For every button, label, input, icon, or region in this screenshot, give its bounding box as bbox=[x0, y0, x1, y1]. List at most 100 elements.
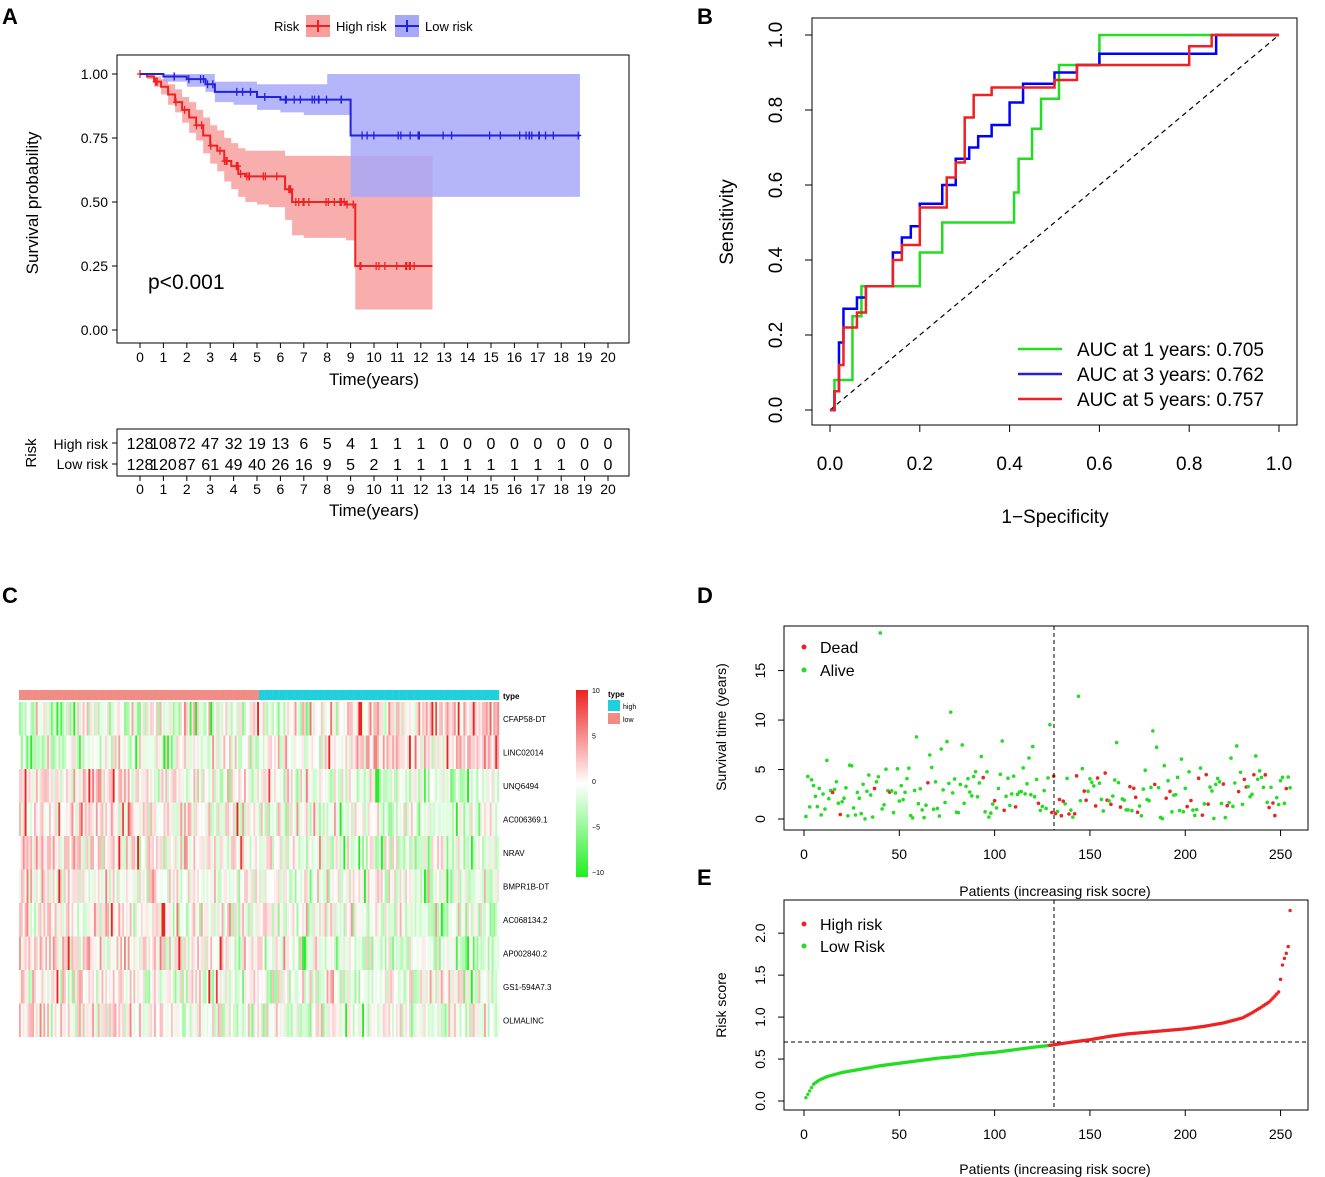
heatmap-cell bbox=[435, 869, 438, 903]
heatmap-cell bbox=[94, 936, 97, 970]
km-ylabel: Survival probability bbox=[23, 131, 42, 274]
heatmap-cell bbox=[56, 802, 59, 836]
heatmap-type-cell bbox=[125, 690, 128, 700]
heatmap-cell bbox=[407, 970, 410, 1004]
heatmap-cell bbox=[309, 869, 312, 903]
heatmap-cell bbox=[414, 836, 417, 870]
heatmap-cell bbox=[127, 936, 130, 970]
heatmap-cell bbox=[407, 769, 410, 803]
heatmap-cell bbox=[120, 769, 123, 803]
alive-point bbox=[1229, 756, 1233, 760]
heatmap-cell bbox=[150, 970, 153, 1004]
heatmap-cell bbox=[71, 903, 74, 937]
alive-point bbox=[1042, 788, 1046, 793]
alive-point bbox=[815, 804, 820, 809]
heatmap-cell bbox=[365, 970, 368, 1004]
heatmap-cell bbox=[309, 836, 312, 870]
heatmap-cell bbox=[225, 836, 228, 870]
heatmap-cell bbox=[319, 735, 322, 769]
heatmap-cell bbox=[369, 1003, 372, 1037]
heatmap-cell bbox=[480, 970, 483, 1004]
heatmap-cell bbox=[221, 936, 224, 970]
heatmap-cell bbox=[133, 702, 136, 736]
dead-point bbox=[1059, 813, 1064, 818]
heatmap-cell bbox=[482, 735, 485, 769]
heatmap-cell bbox=[272, 1003, 275, 1037]
heatmap-cell bbox=[433, 936, 436, 970]
alive-point bbox=[1227, 800, 1231, 805]
heatmap-cell bbox=[289, 802, 292, 836]
dead-point bbox=[1082, 789, 1087, 793]
km-xtick-label: 5 bbox=[253, 349, 261, 365]
alive-point bbox=[1181, 810, 1186, 814]
heatmap-type-cell bbox=[262, 690, 265, 700]
heatmap-cell bbox=[326, 702, 329, 736]
heatmap-cell bbox=[230, 903, 233, 937]
heatmap-cell bbox=[99, 903, 102, 937]
alive-point bbox=[907, 766, 911, 770]
heatmap-cell bbox=[317, 970, 320, 1004]
heatmap-cell bbox=[210, 936, 213, 970]
alive-point bbox=[1032, 794, 1037, 799]
heatmap-cell bbox=[37, 769, 40, 803]
heatmap-cell bbox=[459, 735, 462, 769]
heatmap-cell bbox=[275, 936, 278, 970]
heatmap-cell bbox=[334, 802, 337, 836]
heatmap-cell bbox=[133, 970, 136, 1004]
heatmap-type-cell bbox=[326, 690, 329, 700]
alive-point bbox=[1027, 756, 1031, 760]
heatmap-cell bbox=[215, 970, 218, 1004]
alive-point bbox=[1255, 777, 1260, 782]
heatmap-cell bbox=[214, 936, 217, 970]
heatmap-cell bbox=[80, 970, 83, 1004]
heatmap-cell bbox=[49, 970, 52, 1004]
heatmap-cell bbox=[157, 702, 160, 736]
heatmap-cell bbox=[39, 836, 42, 870]
heatmap-cell bbox=[71, 936, 74, 970]
heatmap-cell bbox=[210, 970, 213, 1004]
heatmap-cell bbox=[22, 903, 25, 937]
alive-point bbox=[811, 783, 816, 788]
heatmap-cell bbox=[262, 702, 265, 736]
heatmap-cell bbox=[287, 1003, 290, 1037]
heatmap-cell bbox=[135, 735, 138, 769]
heatmap-cell bbox=[215, 836, 218, 870]
km-censor-mark bbox=[261, 93, 268, 102]
heatmap-cell bbox=[35, 970, 38, 1004]
heatmap-cell bbox=[80, 702, 83, 736]
heatmap-cell bbox=[330, 702, 333, 736]
heatmap-type-cell bbox=[73, 690, 76, 700]
heatmap-cell bbox=[484, 836, 487, 870]
heatmap-cell bbox=[163, 1003, 166, 1037]
heatmap-cell bbox=[45, 936, 48, 970]
heatmap-cell bbox=[58, 970, 61, 1004]
heatmap-cell bbox=[478, 735, 481, 769]
heatmap-cell bbox=[437, 869, 440, 903]
heatmap-cell bbox=[82, 869, 85, 903]
heatmap-cell bbox=[319, 1003, 322, 1037]
heatmap-cell bbox=[354, 836, 357, 870]
km-censor-mark bbox=[207, 141, 214, 150]
heatmap-cell bbox=[62, 735, 65, 769]
heatmap-cell bbox=[260, 936, 263, 970]
risk-table-cell: 1 bbox=[533, 457, 542, 474]
heatmap-cell bbox=[431, 1003, 434, 1037]
heatmap-cell bbox=[82, 769, 85, 803]
heatmap-cell bbox=[80, 936, 83, 970]
heatmap-cell bbox=[35, 702, 38, 736]
heatmap-cell bbox=[457, 769, 460, 803]
heatmap-cell bbox=[455, 1003, 458, 1037]
heatmap-cell bbox=[60, 702, 63, 736]
heatmap-cell bbox=[167, 1003, 170, 1037]
heatmap-cell bbox=[86, 802, 89, 836]
heatmap-cell bbox=[49, 936, 52, 970]
heatmap-cell bbox=[279, 735, 282, 769]
heatmap-cell bbox=[384, 802, 387, 836]
heatmap-cell bbox=[300, 869, 303, 903]
heatmap-cell bbox=[52, 1003, 55, 1037]
heatmap-cell bbox=[28, 702, 31, 736]
heatmap-cell bbox=[364, 936, 367, 970]
heatmap-cell bbox=[395, 1003, 398, 1037]
heatmap-cell bbox=[422, 802, 425, 836]
heatmap-cell bbox=[386, 735, 389, 769]
